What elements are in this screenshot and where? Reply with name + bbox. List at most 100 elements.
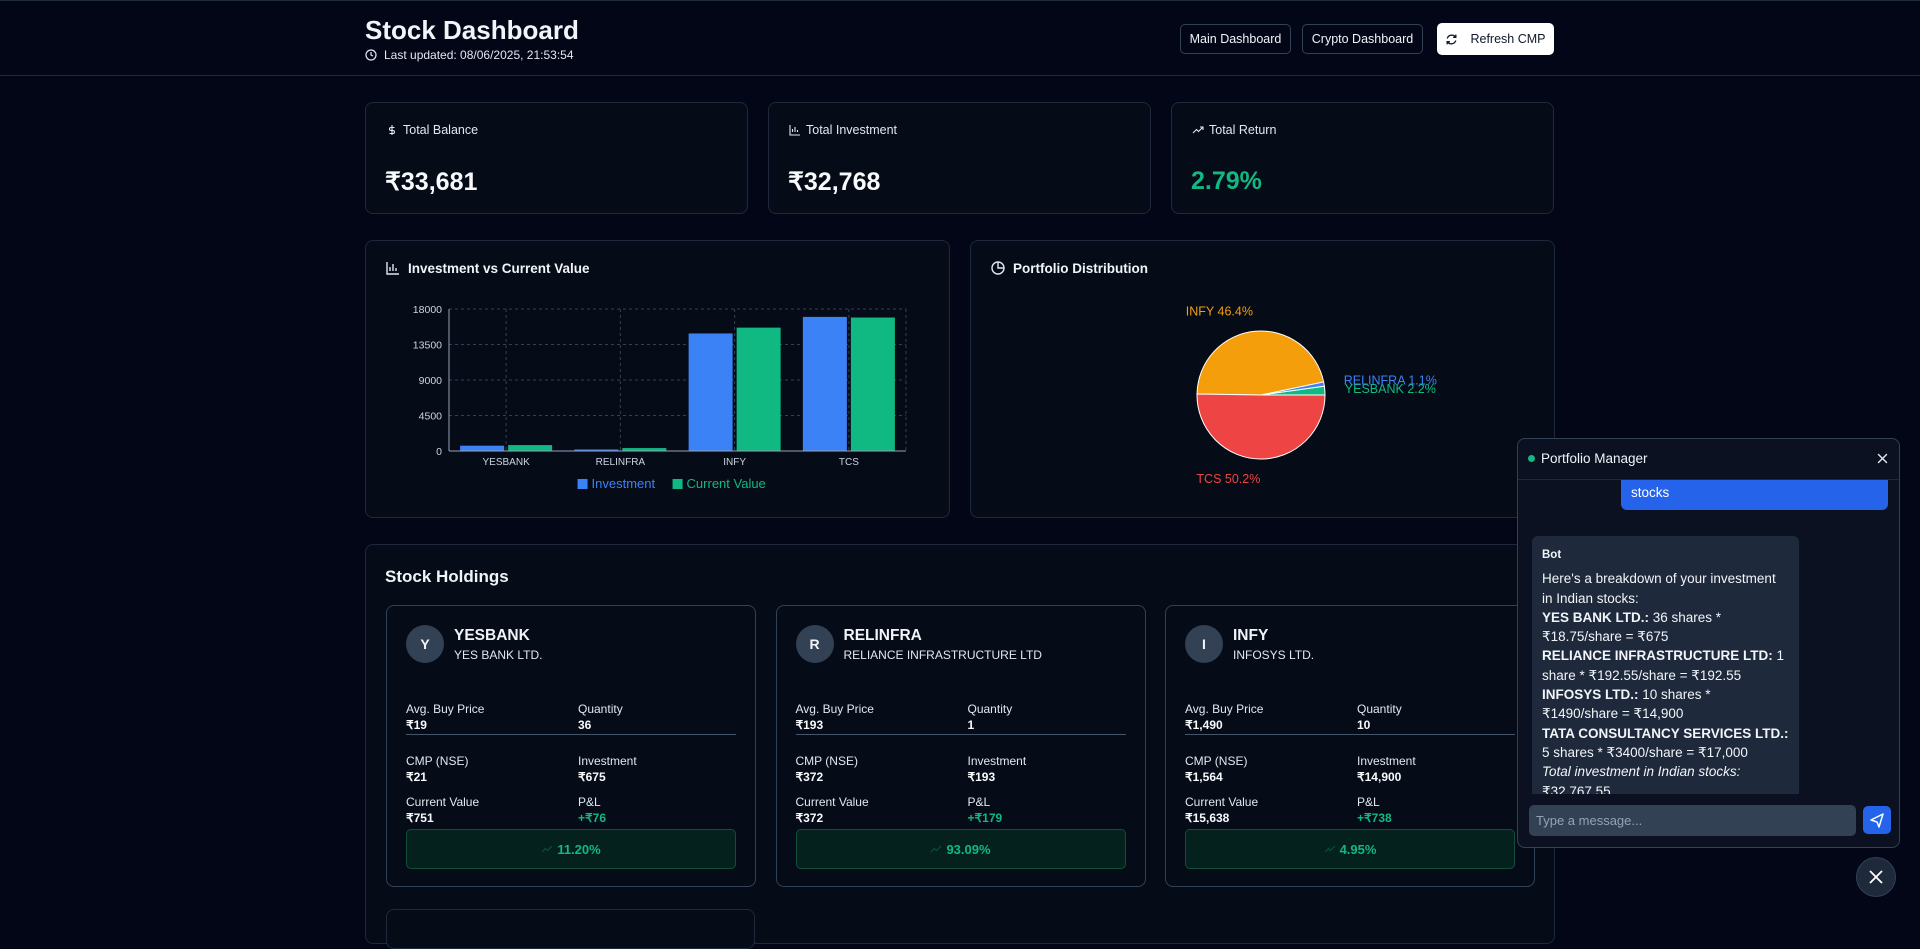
bar-chart-title: Investment vs Current Value <box>408 261 590 276</box>
stat-label: Total Balance <box>403 123 479 137</box>
chat-toggle[interactable] <box>1856 857 1896 897</box>
field-value: 36 <box>578 718 592 732</box>
pie-label: YESBANK 2.2% <box>1345 382 1436 396</box>
field-value: ₹675 <box>578 770 606 784</box>
bot-text-text: ₹32,767.55 <box>1542 783 1611 794</box>
refresh-button[interactable]: Refresh CMP <box>1437 23 1554 55</box>
field-value: ₹15,638 <box>1185 811 1230 825</box>
return-value: 93.09% <box>946 841 991 857</box>
avatar: Y <box>406 625 444 663</box>
field-label: Avg. Buy Price <box>1185 702 1264 716</box>
holding-card: R RELINFRA RELIANCE INFRASTRUCTURE LTD Avg.… <box>775 605 1146 887</box>
bar <box>736 327 781 451</box>
send-button[interactable] <box>1863 806 1891 834</box>
field-label: Current Value <box>795 795 869 809</box>
stat-icon <box>1192 126 1204 134</box>
return-value: 4.95% <box>1339 841 1377 857</box>
chat-panel: Portfolio Manager what amount i have inv… <box>1517 438 1900 848</box>
bot-text-text: 36 shares * ₹18.75/share = ₹675 <box>1542 609 1722 645</box>
pie-label: TCS 50.2% <box>1196 472 1260 486</box>
last-updated: Last updated: 08/06/2025, 21:53:54 <box>384 48 574 62</box>
field-label: Quantity <box>1357 702 1402 716</box>
main-dashboard-button[interactable]: Main Dashboard <box>1180 24 1291 54</box>
field-label: P&L <box>1357 795 1380 809</box>
chat-messages: what amount i have invested in indian st… <box>1518 479 1899 794</box>
legend-label: Investment <box>592 476 656 491</box>
field-label: Quantity <box>578 702 623 716</box>
stat-icon <box>789 125 800 136</box>
send-icon <box>1870 813 1884 828</box>
return-box: 4.95% <box>1185 829 1515 869</box>
divider <box>1185 734 1515 735</box>
holdings-title: Stock Holdings <box>385 567 509 586</box>
stat-icon <box>389 125 395 135</box>
field-value: ₹193 <box>795 718 824 732</box>
pie-label: INFY 46.4% <box>1186 304 1253 318</box>
y-tick-label: 4500 <box>419 411 443 423</box>
y-tick-label: 0 <box>436 446 442 458</box>
bot-text-italic: Total investment in Indian stocks: <box>1542 764 1741 780</box>
chat-status-dot <box>1528 455 1535 462</box>
return-box: 11.20% <box>406 829 736 869</box>
field-label: Current Value <box>406 795 480 809</box>
bar <box>850 317 895 451</box>
stat-card: Total Return 2.79% <box>1171 102 1554 214</box>
bot-sender: Bot <box>1542 549 1562 561</box>
charts: 0 4500 9000 13500 18000 YESBANK RELINFRA INFY TC… <box>413 304 1437 491</box>
field-label: Current Value <box>1185 795 1259 809</box>
return-box: 93.09% <box>795 829 1126 869</box>
field-value: ₹751 <box>406 811 434 825</box>
field-label: CMP (NSE) <box>1185 754 1248 768</box>
chat-input[interactable]: Type a message... <box>1529 805 1856 836</box>
x-tick-label: TCS <box>839 457 859 468</box>
bot-line: INFOSYS LTD.: 10 shares * ₹1490/share = … <box>1542 685 1789 724</box>
bar <box>508 445 553 451</box>
chat-close[interactable] <box>1877 453 1888 464</box>
bot-line: YES BANK LTD.: 36 shares * ₹18.75/share … <box>1542 608 1789 647</box>
company-name: RELIANCE INFRASTRUCTURE LTD <box>843 648 1042 662</box>
bar <box>622 448 667 451</box>
pie-icon <box>991 261 1005 275</box>
bot-text-bold: YES BANK LTD.: <box>1542 609 1649 625</box>
field-value: ₹372 <box>795 811 824 825</box>
avatar: I <box>1185 625 1223 663</box>
bar-icon <box>386 262 399 275</box>
field-label: Avg. Buy Price <box>795 702 874 716</box>
bar <box>574 449 619 451</box>
stat-value: ₹32,768 <box>788 168 881 196</box>
y-tick-label: 13500 <box>413 340 442 352</box>
bar <box>802 316 847 451</box>
field-value: 1 <box>967 718 975 732</box>
bar <box>688 333 733 451</box>
company-name: INFOSYS LTD. <box>1233 648 1315 662</box>
field-label: P&L <box>967 795 991 809</box>
field-label: Investment <box>578 754 637 768</box>
trend-icon <box>931 845 942 853</box>
chat-title: Portfolio Manager <box>1541 451 1648 466</box>
bot-text-text: 10 shares * ₹1490/share = ₹14,900 <box>1542 687 1711 722</box>
stat-card: Total Investment ₹32,768 <box>768 102 1151 214</box>
pie-slice <box>1196 330 1325 396</box>
field-label: Quantity <box>967 702 1013 716</box>
pie-label: RELINFRA 1.1% <box>1344 374 1437 388</box>
header: Stock Dashboard Last updated: 08/06/2025… <box>0 0 1920 76</box>
x-tick-label: RELINFRA <box>596 457 646 468</box>
company-name: YES BANK LTD. <box>454 648 543 662</box>
field-label: CMP (NSE) <box>795 754 858 768</box>
field-value: ₹21 <box>406 770 427 784</box>
holding-card: Y YESBANK YES BANK LTD. Avg. Buy Price ₹19 Qu… <box>386 605 756 887</box>
bot-text-text: 5 shares * ₹3400/share = ₹17,000 <box>1542 744 1748 760</box>
trend-icon <box>541 845 553 853</box>
legend-swatch <box>672 479 683 489</box>
crypto-dashboard-button[interactable]: Crypto Dashboard <box>1302 24 1423 54</box>
refresh-label: Refresh CMP <box>1470 32 1546 46</box>
field-value: +₹738 <box>1357 811 1392 825</box>
symbol: YESBANK <box>454 627 530 644</box>
divider <box>406 734 736 735</box>
symbol: RELINFRA <box>843 627 922 644</box>
bot-text-text: Here's a breakdown of your investment in… <box>1542 571 1776 606</box>
x-tick-label: YESBANK <box>483 457 531 468</box>
stat-value: 2.79% <box>1191 167 1262 195</box>
close-icon <box>1869 870 1883 884</box>
legend-label: Current Value <box>687 476 766 491</box>
